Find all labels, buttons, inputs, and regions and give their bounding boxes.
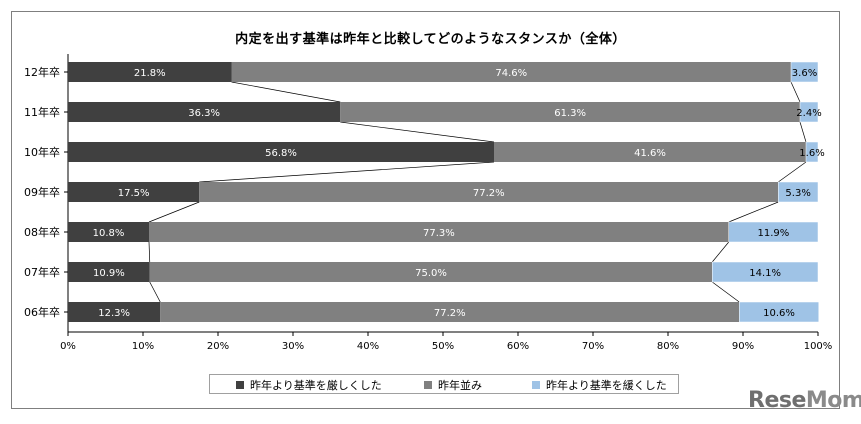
bar-segment: [68, 62, 232, 82]
bar-segment: [790, 61, 819, 83]
data-label: 10.6%: [763, 308, 795, 319]
legend-swatch-stricter: [236, 381, 244, 389]
bar-segment: [739, 301, 819, 323]
data-label: 17.5%: [118, 188, 150, 199]
bar-segment: [149, 222, 729, 242]
category-label: 07年卒: [24, 265, 60, 279]
chart-title: 内定を出す基準は昨年と比較してどのようなスタンスか（全体）: [235, 32, 626, 47]
series-line: [711, 241, 730, 263]
series-line: [790, 81, 801, 103]
data-label: 77.2%: [473, 188, 505, 199]
bar-segment: [68, 182, 200, 202]
legend-label-looser: 昨年より基準を緩くした: [546, 379, 667, 392]
category-label: 10年卒: [24, 145, 60, 159]
series-line: [149, 281, 161, 303]
legend-swatch-same: [424, 381, 432, 389]
x-tick-label: 20%: [207, 341, 229, 352]
data-label: 10.8%: [93, 228, 125, 239]
bar-segment: [68, 302, 161, 322]
series-line: [340, 121, 495, 143]
bar-segment: [712, 261, 819, 283]
category-label: 06年卒: [24, 305, 60, 319]
chart-frame: [11, 11, 840, 409]
data-label: 10.9%: [93, 268, 125, 279]
data-label: 75.0%: [415, 268, 447, 279]
series-line: [148, 201, 200, 223]
series-line: [199, 161, 495, 183]
bar-segment: [68, 262, 150, 282]
bar-segment: [199, 182, 779, 202]
bar-segment: [68, 102, 341, 122]
legend-label-stricter: 昨年より基準を厳しくした: [250, 379, 382, 392]
data-label: 21.8%: [134, 68, 166, 79]
data-label: 61.3%: [554, 108, 586, 119]
x-tick-label: 90%: [732, 341, 754, 352]
x-tick-label: 100%: [804, 341, 833, 352]
data-label: 3.6%: [792, 68, 817, 79]
legend-item-same: 昨年並み: [424, 377, 482, 393]
data-label: 12.3%: [98, 308, 130, 319]
bar-segment: [799, 101, 819, 123]
legend-label-same: 昨年並み: [438, 379, 482, 392]
legend-item-stricter: 昨年より基準を厳しくした: [236, 377, 382, 393]
category-label: 08年卒: [24, 225, 60, 239]
bar-segment: [68, 222, 149, 242]
x-tick-label: 30%: [282, 341, 304, 352]
x-tick-label: 50%: [432, 341, 454, 352]
bar-segment: [778, 181, 819, 203]
data-label: 74.6%: [495, 68, 527, 79]
data-label: 11.9%: [757, 228, 789, 239]
data-label: 56.8%: [265, 148, 297, 159]
category-label: 12年卒: [24, 65, 60, 79]
data-label: 5.3%: [785, 188, 810, 199]
data-label: 41.6%: [634, 148, 666, 159]
bar-segment: [340, 102, 800, 122]
data-label: 77.2%: [434, 308, 466, 319]
series-line: [778, 161, 807, 183]
data-label: 36.3%: [188, 108, 220, 119]
bar-segment: [149, 262, 713, 282]
x-tick-label: 10%: [132, 341, 154, 352]
bar-segment: [728, 221, 819, 243]
resemom-logo: ReseMom: [748, 388, 861, 413]
series-line: [231, 81, 341, 103]
bar-segment: [231, 62, 791, 82]
legend-item-looser: 昨年より基準を緩くした: [532, 377, 667, 393]
data-label: 14.1%: [749, 268, 781, 279]
series-line: [799, 121, 807, 143]
series-line: [728, 201, 779, 223]
legend-swatch-looser: [532, 381, 540, 389]
legend: [209, 374, 679, 394]
x-tick-label: 60%: [507, 341, 529, 352]
x-tick-label: 80%: [657, 341, 679, 352]
bar-segment: [68, 142, 494, 162]
data-label: 1.6%: [799, 148, 824, 159]
category-label: 09年卒: [24, 185, 60, 199]
data-label: 77.3%: [423, 228, 455, 239]
data-label: 2.4%: [796, 108, 821, 119]
series-line: [712, 281, 740, 303]
bar-segment: [160, 302, 740, 322]
x-tick-label: 0%: [60, 341, 76, 352]
category-label: 11年卒: [24, 105, 60, 119]
x-tick-label: 40%: [357, 341, 379, 352]
bar-segment: [805, 141, 819, 163]
bar-segment: [494, 142, 806, 162]
x-tick-label: 70%: [582, 341, 604, 352]
series-line: [148, 241, 151, 263]
